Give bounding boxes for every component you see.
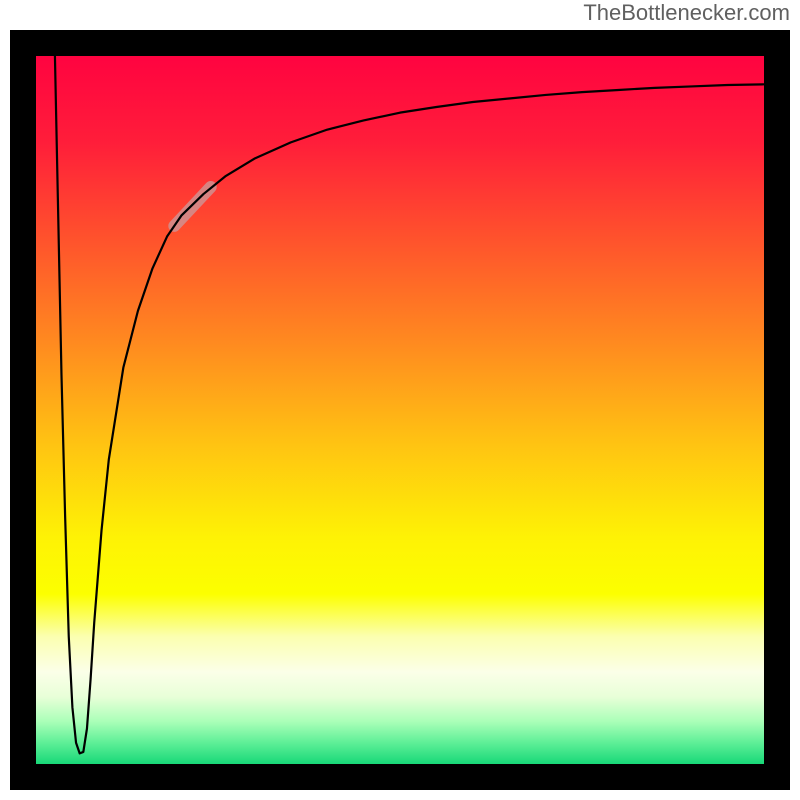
chart-container: TheBottlenecker.com [0,0,800,800]
plot-background [36,56,764,764]
watermark-text: TheBottlenecker.com [583,0,790,26]
bottleneck-chart [0,0,800,800]
